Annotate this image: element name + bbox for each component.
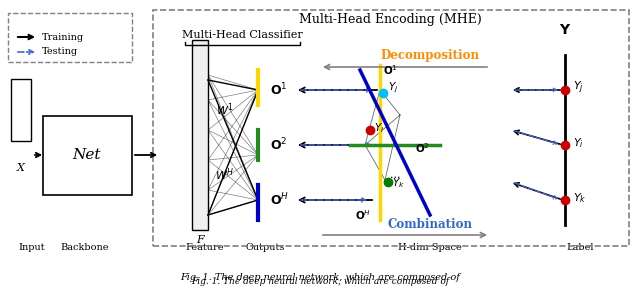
Text: $W^1$: $W^1$ bbox=[216, 102, 234, 118]
Text: Combination: Combination bbox=[387, 219, 472, 232]
Text: Decomposition: Decomposition bbox=[381, 48, 479, 62]
Text: $Y_i$: $Y_i$ bbox=[573, 136, 584, 150]
Text: F: F bbox=[196, 235, 204, 245]
Text: Feature: Feature bbox=[186, 243, 224, 253]
Text: Multi-Head Classifier: Multi-Head Classifier bbox=[182, 30, 302, 40]
FancyBboxPatch shape bbox=[11, 79, 31, 141]
Text: H-dim Space: H-dim Space bbox=[398, 243, 462, 253]
Text: ...: ... bbox=[390, 170, 400, 180]
Text: $\mathbf{O}^H$: $\mathbf{O}^H$ bbox=[355, 208, 371, 222]
FancyBboxPatch shape bbox=[8, 13, 132, 62]
Text: Fig. 1. The deep neural network, which are composed of: Fig. 1. The deep neural network, which a… bbox=[191, 278, 449, 287]
Text: $\mathbf{O}^1$: $\mathbf{O}^1$ bbox=[270, 82, 287, 98]
FancyBboxPatch shape bbox=[43, 116, 132, 195]
Text: $Y_k$: $Y_k$ bbox=[573, 191, 586, 205]
Text: $Y_i$: $Y_i$ bbox=[374, 121, 385, 135]
Text: $\mathbf{O}^1$: $\mathbf{O}^1$ bbox=[383, 63, 398, 77]
Text: Multi-Head Encoding (MHE): Multi-Head Encoding (MHE) bbox=[299, 14, 481, 26]
Text: $\mathbf{O}^2$: $\mathbf{O}^2$ bbox=[415, 141, 430, 155]
Text: Fig. 1. The deep neural network, which are composed of: Fig. 1. The deep neural network, which a… bbox=[180, 274, 460, 283]
Text: $\mathbf{O}^H$: $\mathbf{O}^H$ bbox=[270, 192, 289, 208]
Text: X: X bbox=[17, 163, 25, 173]
Text: Label: Label bbox=[566, 243, 594, 253]
Text: Input: Input bbox=[19, 243, 45, 253]
FancyBboxPatch shape bbox=[192, 40, 208, 230]
Text: $Y_j$: $Y_j$ bbox=[573, 80, 584, 96]
Text: Training: Training bbox=[42, 33, 84, 41]
Text: $\mathbf{Y}$: $\mathbf{Y}$ bbox=[559, 23, 571, 37]
Text: Backbone: Backbone bbox=[61, 243, 109, 253]
Text: Outputs: Outputs bbox=[245, 243, 285, 253]
Text: $Y_k$: $Y_k$ bbox=[392, 176, 404, 190]
Text: Testing: Testing bbox=[42, 48, 78, 56]
Text: $W^H$: $W^H$ bbox=[215, 167, 235, 183]
Text: Net: Net bbox=[73, 148, 101, 162]
Text: $Y_j$: $Y_j$ bbox=[388, 81, 398, 95]
Text: $\mathbf{O}^2$: $\mathbf{O}^2$ bbox=[270, 137, 287, 153]
